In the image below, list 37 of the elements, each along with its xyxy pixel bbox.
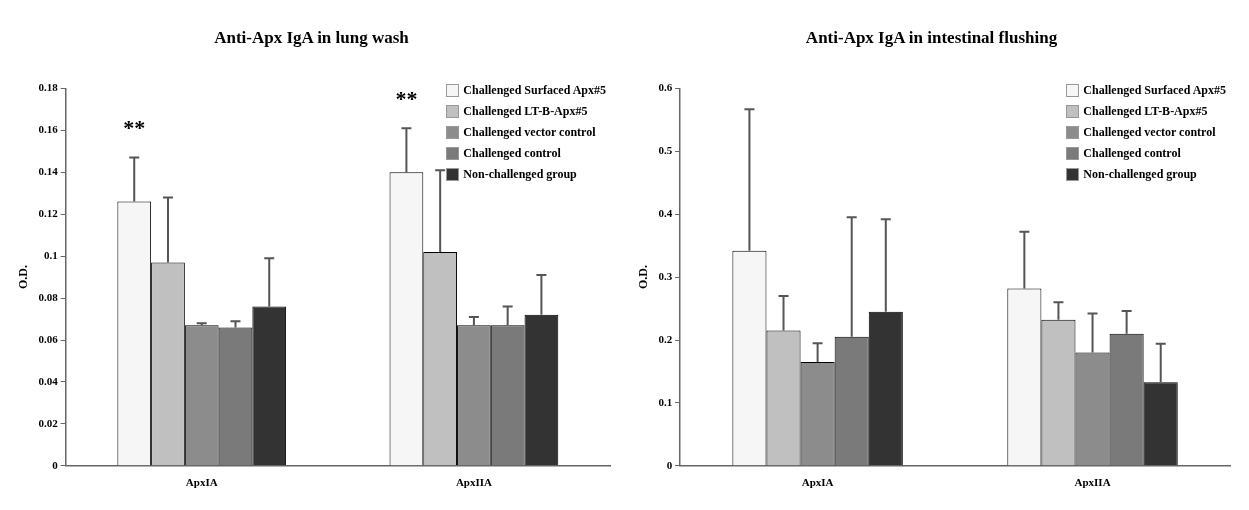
y-axis-title: O.D. [636, 265, 651, 290]
x-tick-label: ApxIA [185, 476, 218, 489]
legend-label: Challenged LT-B-Apx#5 [1083, 104, 1208, 119]
y-tick-label: 0.02 [38, 416, 59, 429]
legend-label: Non-challenged group [463, 167, 577, 182]
y-tick-label: 0.14 [38, 165, 59, 178]
y-tick-label: 0 [52, 458, 59, 471]
y-tick-label: 0.1 [658, 395, 673, 408]
y-tick-label: 0.5 [658, 144, 673, 157]
legend-label: Non-challenged group [1083, 167, 1197, 182]
y-tick-label: 0.1 [43, 248, 58, 261]
y-tick-label: 0.18 [38, 81, 59, 94]
legend-label: Challenged vector control [463, 125, 596, 140]
y-tick-label: 0.6 [658, 81, 673, 94]
chart-title: Anti-Apx IgA in intestinal flushing [805, 27, 1058, 47]
legend-label: Challenged LT-B-Apx#5 [463, 104, 588, 119]
annotation: ** [123, 115, 146, 141]
y-tick-label: 0.12 [38, 207, 59, 220]
y-tick-label: 0.4 [658, 207, 673, 220]
legend-label: Challenged Surfaced Apx#5 [1083, 83, 1226, 98]
y-tick-label: 0.3 [658, 269, 673, 282]
legend-label: Challenged control [463, 146, 561, 161]
y-tick-label: 0.2 [658, 332, 673, 345]
chart-title: Anti-Apx IgA in lung wash [214, 27, 410, 47]
annotation: ** [395, 85, 418, 111]
y-tick-label: 0.08 [38, 290, 59, 303]
legend-label: Challenged Surfaced Apx#5 [463, 83, 606, 98]
y-tick-label: 0 [666, 458, 673, 471]
legend-label: Challenged vector control [1083, 125, 1216, 140]
y-tick-label: 0.04 [38, 374, 59, 387]
y-tick-label: 0.16 [38, 123, 59, 136]
y-tick-label: 0.06 [38, 332, 59, 345]
legend-label: Challenged control [1083, 146, 1181, 161]
x-tick-label: ApxIIA [1074, 476, 1111, 489]
x-tick-label: ApxIIA [455, 476, 492, 489]
y-axis-title: O.D. [16, 265, 31, 290]
x-tick-label: ApxIA [801, 476, 834, 489]
